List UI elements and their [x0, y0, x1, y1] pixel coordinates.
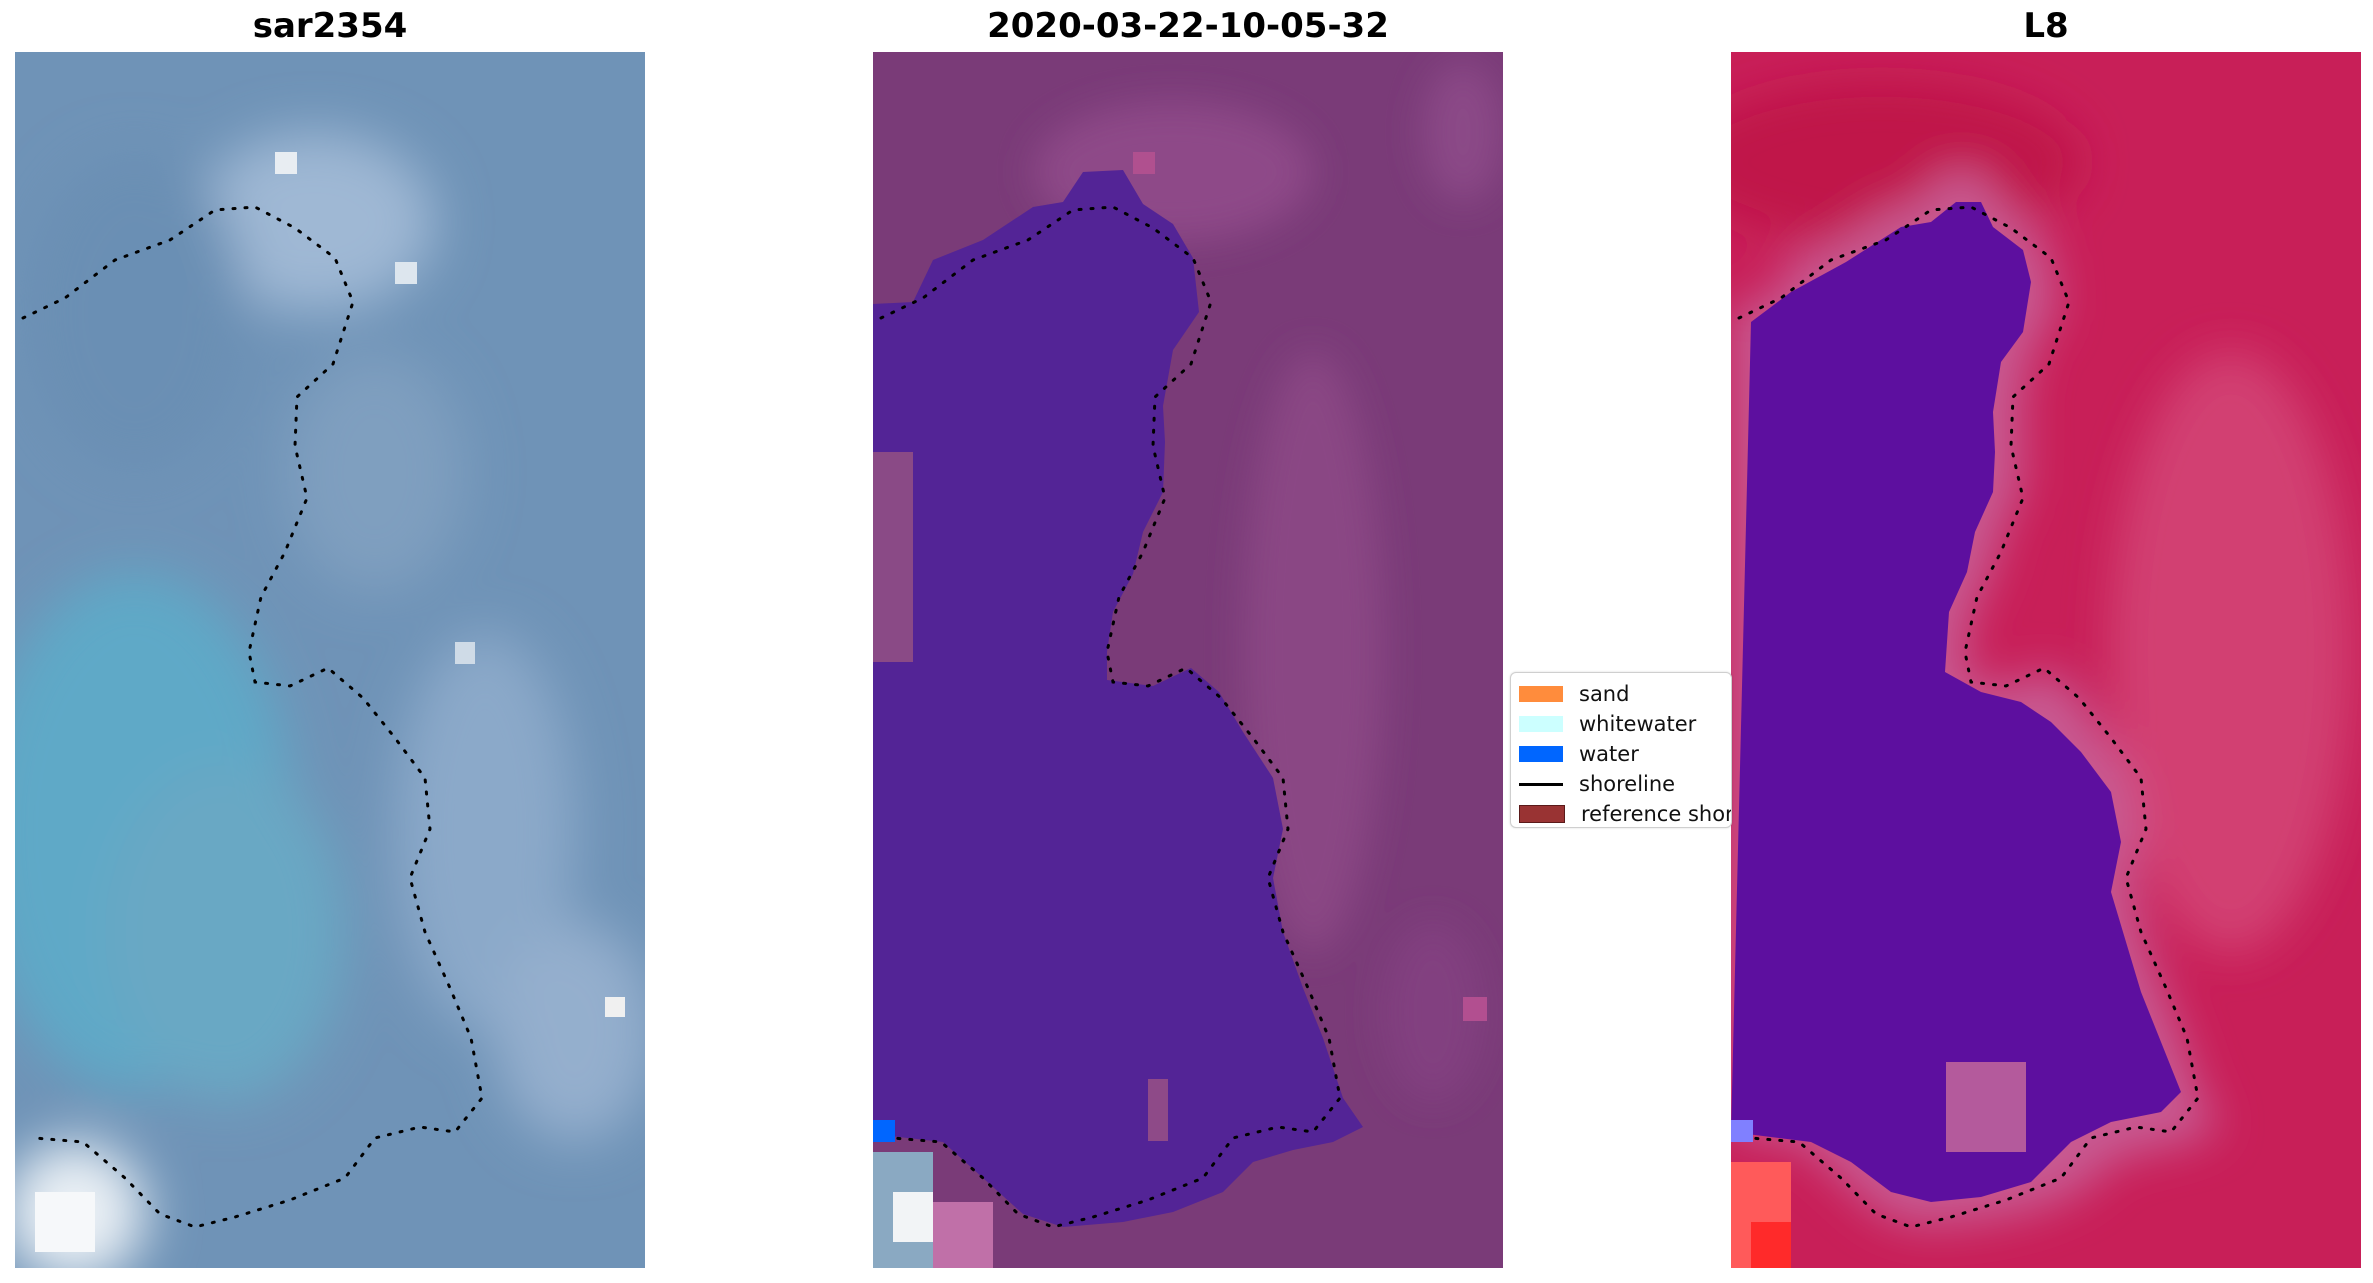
reference-shoreline-swatch	[1519, 805, 1565, 823]
rgb-image-panel	[15, 52, 645, 1268]
water-class-pixel	[873, 1120, 895, 1142]
sand-swatch	[1519, 686, 1563, 702]
water-mask	[873, 170, 1363, 1227]
classified-image-panel	[873, 52, 1503, 1268]
panel-title-classified: 2020-03-22-10-05-32	[987, 6, 1389, 46]
shoreline-dots	[879, 205, 1342, 1229]
l8-image	[1731, 52, 2361, 1268]
shoreline-dots	[21, 205, 484, 1229]
legend-label: reference shor	[1581, 802, 1732, 826]
classified-image	[873, 52, 1503, 1268]
legend-label: whitewater	[1579, 712, 1697, 736]
legend: sand whitewater water shoreline referenc…	[1510, 672, 1732, 828]
legend-label: shoreline	[1579, 772, 1676, 796]
shoreline-dots	[1737, 205, 2200, 1229]
water-region	[1731, 202, 2181, 1202]
legend-item-reference-shoreline: reference shor	[1519, 801, 1732, 827]
legend-item-water: water	[1519, 741, 1639, 767]
legend-item-whitewater: whitewater	[1519, 711, 1696, 737]
legend-item-shoreline: shoreline	[1519, 771, 1675, 797]
legend-label: sand	[1579, 682, 1630, 706]
legend-label: water	[1579, 742, 1639, 766]
panel-title-l8: L8	[2023, 6, 2069, 46]
panel-title-rgb: sar2354	[252, 6, 408, 46]
shoreline-line-swatch	[1519, 782, 1563, 786]
whitewater-swatch	[1519, 716, 1563, 732]
water-swatch	[1519, 746, 1563, 762]
l8-image-panel	[1731, 52, 2361, 1268]
rgb-image	[15, 52, 645, 1268]
legend-item-sand: sand	[1519, 681, 1629, 707]
